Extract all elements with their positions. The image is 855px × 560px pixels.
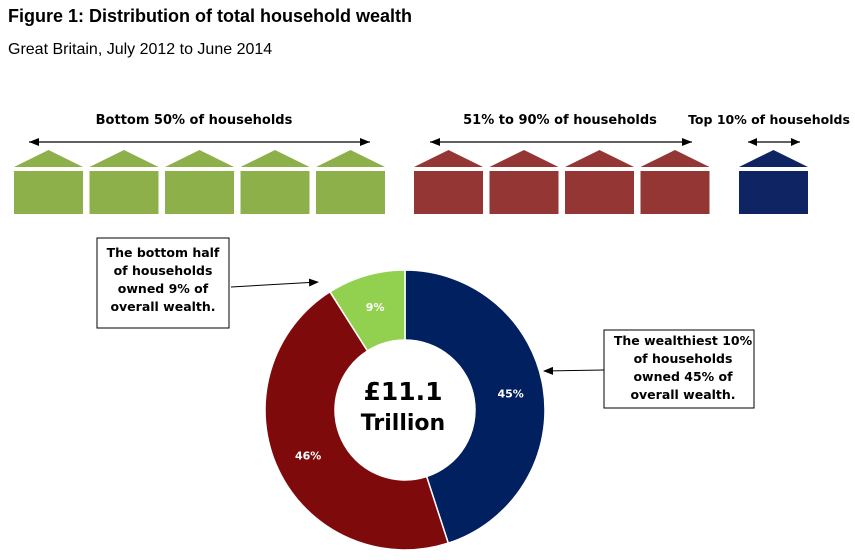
wealth-donut: 45% 46% 9% xyxy=(264,269,546,551)
span-arrow-bottom-50-left-head xyxy=(29,138,39,146)
annotation-arrow-bottom-half xyxy=(230,278,319,288)
figure-subtitle: Great Britain, July 2012 to June 2014 xyxy=(8,41,273,58)
donut-slice xyxy=(328,269,406,352)
figure-title: Figure 1: Distribution of total househol… xyxy=(8,6,412,26)
span-arrow-top-10-left-head xyxy=(748,138,757,146)
donut-slice-label: 45% xyxy=(498,387,524,400)
house-icon xyxy=(89,150,159,214)
house-icon xyxy=(565,150,634,214)
annotation-bottom-half-line-2: of households xyxy=(114,263,213,278)
donut-slice-label: 46% xyxy=(295,450,321,463)
annotation-box-wealthiest xyxy=(603,329,755,409)
span-arrow-bottom-50-right-head xyxy=(360,138,370,146)
house-icon xyxy=(240,150,310,214)
annotation-box-bottom-half xyxy=(96,237,230,329)
house-icon xyxy=(640,150,710,214)
group-label-top-10: Top 10% of households xyxy=(688,112,850,127)
house-icon xyxy=(414,150,483,214)
group-label-bottom-50: Bottom 50% of households xyxy=(96,113,293,128)
annotation-bottom-half-line-1: The bottom half xyxy=(107,245,220,260)
annotation-wealthiest-line-3: owned 45% of xyxy=(633,369,733,384)
group-label-51-90: 51% to 90% of households xyxy=(463,113,657,128)
donut-slice-label: 9% xyxy=(366,301,385,314)
annotation-wealthiest-line-2: of households xyxy=(634,351,733,366)
house-icon xyxy=(165,150,234,214)
house-icon xyxy=(739,150,808,214)
donut-slice xyxy=(264,290,450,551)
annotation-bottom-half-line-3: owned 9% of xyxy=(118,281,209,296)
span-arrow-51-90-left-head xyxy=(430,138,440,146)
annotation-wealthiest-line-1: The wealthiest 10% xyxy=(614,333,753,348)
donut-slice xyxy=(404,269,546,545)
donut-center-amount: £11.1 xyxy=(363,377,442,406)
house-icon xyxy=(316,150,385,214)
household-icons xyxy=(14,150,808,214)
annotation-bottom-half-line-4: overall wealth. xyxy=(110,299,215,314)
annotation-arrow-wealthiest xyxy=(543,366,605,375)
span-arrow-top-10-right-head xyxy=(791,138,800,146)
donut-center-unit: Trillion xyxy=(361,411,445,436)
annotation-wealthiest-line-4: overall wealth. xyxy=(630,387,735,402)
span-arrow-51-90-right-head xyxy=(682,138,692,146)
house-icon xyxy=(489,150,559,214)
house-icon xyxy=(14,150,83,214)
